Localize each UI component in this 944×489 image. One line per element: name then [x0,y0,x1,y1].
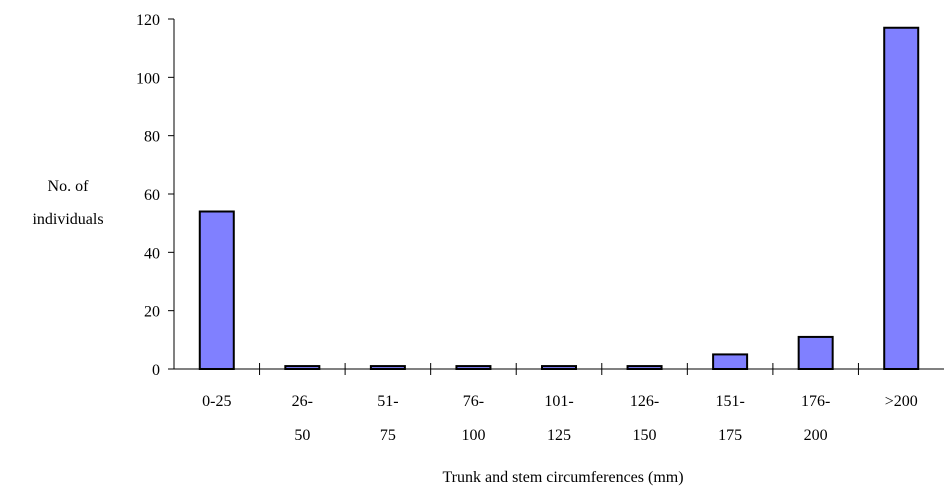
x-tick-label-0-line-1: 0-25 [202,393,231,410]
x-tick-label-3-line-1: 76- [463,393,484,410]
y-axis-label-line-2: individuals [32,211,103,228]
bar-0 [200,212,234,370]
x-tick-label-4-line-2: 125 [547,427,571,444]
y-tick-label-80: 80 [144,129,160,146]
y-tick-label-40: 40 [144,245,160,262]
bar-8 [884,28,918,369]
x-axis-tick-labels: 0-25 26- 50 51- 75 76- 100 101- 125 126- 150 151- 17… [202,393,918,444]
x-tick-label-4-line-1: 101- [544,393,573,410]
x-tick-label-7-line-2: 200 [804,427,828,444]
bar-6 [713,354,747,369]
x-tick-label-6-line-2: 175 [718,427,742,444]
x-tick-label-1-line-2: 50 [294,427,310,444]
x-tick-label-2-line-2: 75 [380,427,396,444]
bar-7 [799,337,833,369]
y-tick-label-60: 60 [144,187,160,204]
y-tick-label-120: 120 [136,12,160,29]
x-tick-label-6-line-1: 151- [715,393,744,410]
bars [200,28,918,369]
x-tick-label-5-line-2: 150 [633,427,657,444]
x-tick-label-1-line-1: 26- [292,393,313,410]
x-tick-label-8-line-1: >200 [885,393,918,410]
x-tick-label-2-line-1: 51- [377,393,398,410]
y-tick-label-100: 100 [136,70,160,87]
x-tick-label-7-line-1: 176- [801,393,830,410]
y-axis-ticks: 0 20 40 60 80 100 120 [136,12,174,379]
x-axis-label: Trunk and stem circumferences (mm) [442,469,683,486]
y-axis-label-line-1: No. of [48,178,90,195]
x-tick-label-5-line-1: 126- [630,393,659,410]
y-tick-label-20: 20 [144,304,160,321]
y-tick-label-0: 0 [152,362,160,379]
x-tick-label-3-line-2: 100 [461,427,485,444]
